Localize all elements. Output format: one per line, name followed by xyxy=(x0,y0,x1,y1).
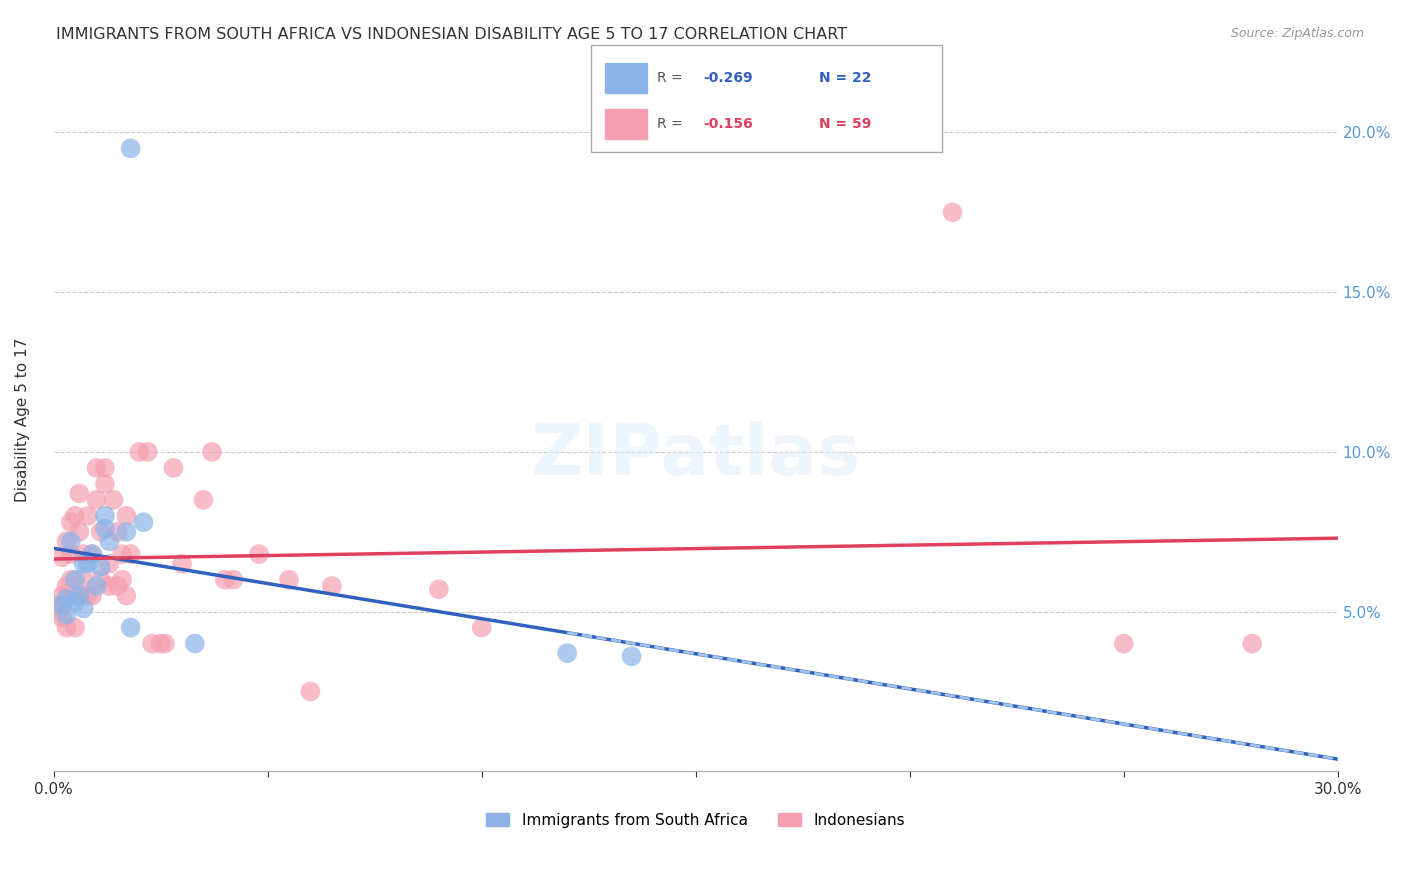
Point xyxy=(94,522,117,536)
Point xyxy=(63,621,86,635)
Point xyxy=(136,445,159,459)
Point xyxy=(149,636,172,650)
Point xyxy=(55,534,77,549)
Point xyxy=(321,579,343,593)
Point xyxy=(76,589,98,603)
Point xyxy=(63,595,86,609)
Point xyxy=(94,508,117,523)
Point xyxy=(46,599,69,613)
Legend: Immigrants from South Africa, Indonesians: Immigrants from South Africa, Indonesian… xyxy=(481,806,911,834)
Point xyxy=(59,547,82,561)
Point xyxy=(247,547,270,561)
Point xyxy=(51,589,73,603)
Point xyxy=(67,486,90,500)
Point xyxy=(72,547,94,561)
Text: R =: R = xyxy=(657,117,688,131)
Point xyxy=(115,524,138,539)
Point xyxy=(427,582,450,597)
Bar xyxy=(605,109,647,139)
Point xyxy=(299,684,322,698)
Text: Source: ZipAtlas.com: Source: ZipAtlas.com xyxy=(1230,27,1364,40)
Point xyxy=(59,534,82,549)
Point xyxy=(94,461,117,475)
Point xyxy=(90,524,112,539)
Point xyxy=(128,445,150,459)
Point xyxy=(1241,636,1264,650)
Point xyxy=(162,461,184,475)
Point xyxy=(120,621,142,635)
Point xyxy=(76,557,98,571)
Point xyxy=(120,547,142,561)
Point xyxy=(55,591,77,606)
Text: R =: R = xyxy=(657,70,688,85)
Text: N = 59: N = 59 xyxy=(818,117,872,131)
Text: ZIPatlas: ZIPatlas xyxy=(530,421,860,490)
Point xyxy=(67,589,90,603)
Point xyxy=(941,205,963,219)
Point xyxy=(72,573,94,587)
Point xyxy=(59,515,82,529)
Point xyxy=(132,515,155,529)
Text: N = 22: N = 22 xyxy=(818,70,872,85)
Point xyxy=(55,579,77,593)
FancyBboxPatch shape xyxy=(591,45,942,152)
Text: -0.156: -0.156 xyxy=(703,117,752,131)
Point xyxy=(201,445,224,459)
Point xyxy=(170,557,193,571)
Point xyxy=(555,646,578,660)
Point xyxy=(107,524,129,539)
Point xyxy=(278,573,301,587)
Bar xyxy=(605,62,647,93)
Point xyxy=(51,599,73,613)
Point xyxy=(115,589,138,603)
Point xyxy=(120,141,142,155)
Point xyxy=(63,508,86,523)
Point xyxy=(82,547,104,561)
Point xyxy=(55,621,77,635)
Point xyxy=(82,547,104,561)
Point xyxy=(59,573,82,587)
Point xyxy=(55,607,77,622)
Point xyxy=(67,524,90,539)
Point xyxy=(94,476,117,491)
Point xyxy=(141,636,163,650)
Point xyxy=(153,636,176,650)
Point xyxy=(471,621,494,635)
Point xyxy=(51,550,73,565)
Point xyxy=(620,649,643,664)
Text: -0.269: -0.269 xyxy=(703,70,752,85)
Point xyxy=(46,605,69,619)
Point xyxy=(72,601,94,615)
Point xyxy=(222,573,245,587)
Point xyxy=(82,589,104,603)
Point xyxy=(72,557,94,571)
Point xyxy=(67,589,90,603)
Y-axis label: Disability Age 5 to 17: Disability Age 5 to 17 xyxy=(15,338,30,502)
Point xyxy=(90,573,112,587)
Point xyxy=(86,492,108,507)
Point xyxy=(98,557,121,571)
Point xyxy=(63,589,86,603)
Point xyxy=(111,547,134,561)
Text: IMMIGRANTS FROM SOUTH AFRICA VS INDONESIAN DISABILITY AGE 5 TO 17 CORRELATION CH: IMMIGRANTS FROM SOUTH AFRICA VS INDONESI… xyxy=(56,27,848,42)
Point xyxy=(193,492,215,507)
Point xyxy=(86,579,108,593)
Point xyxy=(111,573,134,587)
Point xyxy=(214,573,236,587)
Point xyxy=(184,636,207,650)
Point xyxy=(98,534,121,549)
Point xyxy=(86,461,108,475)
Point xyxy=(1112,636,1135,650)
Point xyxy=(51,611,73,625)
Point xyxy=(103,492,125,507)
Point xyxy=(63,573,86,587)
Point xyxy=(76,508,98,523)
Point xyxy=(115,508,138,523)
Point xyxy=(98,579,121,593)
Point xyxy=(107,579,129,593)
Point xyxy=(90,560,112,574)
